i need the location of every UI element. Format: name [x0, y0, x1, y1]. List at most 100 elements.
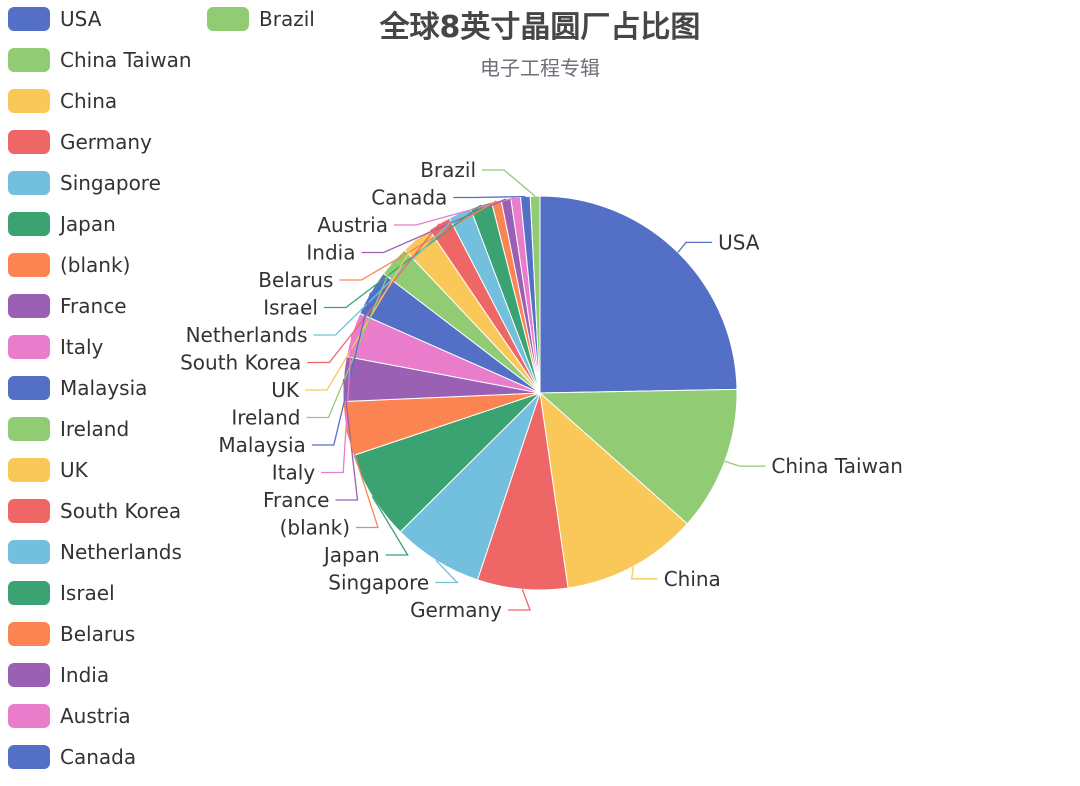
- legend-label: Belarus: [60, 622, 136, 646]
- legend-swatch: [8, 581, 50, 605]
- legend-label: Austria: [60, 704, 131, 728]
- legend-item-south-korea[interactable]: South Korea: [8, 498, 181, 524]
- leader-line-israel: [323, 204, 482, 309]
- legend-label: USA: [60, 7, 102, 31]
- leader-line-china: [630, 566, 658, 580]
- slice-label-italy: Italy: [272, 461, 316, 485]
- slice-label-china: China: [664, 567, 721, 591]
- legend-item-germany[interactable]: Germany: [8, 129, 152, 155]
- legend-item-usa[interactable]: USA: [8, 6, 101, 32]
- legend-item-uk[interactable]: UK: [8, 457, 88, 483]
- leader-line-japan: [371, 496, 409, 556]
- legend-label: Singapore: [60, 171, 161, 195]
- legend-label: Ireland: [60, 417, 130, 441]
- slice-label-canada: Canada: [371, 186, 447, 210]
- legend-label: France: [60, 294, 127, 318]
- slice-label-japan: Japan: [322, 543, 380, 567]
- leader-line-italy: [321, 334, 353, 474]
- leader-line-singapore: [435, 559, 459, 584]
- legend-label: China: [60, 89, 118, 113]
- legend-label: Japan: [60, 212, 116, 236]
- slice-label-france: France: [263, 488, 330, 512]
- slice-label-malaysia: Malaysia: [218, 433, 305, 457]
- slice-label-blank: (blank): [280, 516, 350, 540]
- legend-item-malaysia[interactable]: Malaysia: [8, 375, 147, 401]
- legend-swatch: [8, 171, 50, 195]
- slice-label-uk: UK: [271, 378, 300, 402]
- leader-line-netherlands: [313, 212, 461, 336]
- legend-item-italy[interactable]: Italy: [8, 334, 103, 360]
- leader-line-canada: [453, 195, 526, 199]
- legend-swatch: [8, 212, 50, 236]
- leader-line-austria: [394, 196, 516, 226]
- slice-label-israel: Israel: [263, 296, 318, 320]
- legend: USA China Taiwan China Germany Singapore Japa…: [0, 0, 330, 786]
- legend-swatch: [207, 7, 249, 31]
- legend-label: China Taiwan: [60, 48, 192, 72]
- legend-swatch: [8, 458, 50, 482]
- legend-swatch: [8, 417, 50, 441]
- slice-label-germany: Germany: [410, 598, 502, 622]
- legend-label: Germany: [60, 130, 152, 154]
- legend-swatch: [8, 376, 50, 400]
- legend-label: Netherlands: [60, 540, 182, 564]
- legend-item-brazil[interactable]: Brazil: [207, 6, 315, 32]
- legend-label: UK: [60, 458, 88, 482]
- slice-label-india: India: [306, 241, 355, 265]
- legend-label: South Korea: [60, 499, 182, 523]
- legend-item-singapore[interactable]: Singapore: [8, 170, 161, 196]
- legend-label: (blank): [60, 253, 131, 277]
- leader-line-brazil: [482, 169, 536, 197]
- legend-swatch: [8, 7, 50, 31]
- legend-swatch: [8, 540, 50, 564]
- slice-label-singapore: Singapore: [328, 571, 429, 595]
- legend-item-israel[interactable]: Israel: [8, 580, 115, 606]
- slice-label-austria: Austria: [317, 213, 388, 237]
- legend-swatch: [8, 335, 50, 359]
- legend-swatch: [8, 663, 50, 687]
- legend-item-china[interactable]: China: [8, 88, 117, 114]
- legend-swatch: [8, 622, 50, 646]
- legend-item-france[interactable]: France: [8, 293, 127, 319]
- slice-label-south-korea: South Korea: [180, 351, 301, 375]
- legend-swatch: [8, 745, 50, 769]
- leader-line-blank: [345, 428, 379, 529]
- slice-label-usa: USA: [718, 230, 760, 254]
- legend-item-china-taiwan[interactable]: China Taiwan: [8, 47, 192, 73]
- legend-label: India: [60, 663, 110, 687]
- legend-label: Canada: [60, 745, 137, 769]
- legend-label: Israel: [60, 581, 115, 605]
- legend-item-canada[interactable]: Canada: [8, 744, 136, 770]
- leader-line-ireland: [306, 260, 395, 419]
- leader-line-china-taiwan: [724, 460, 766, 467]
- legend-item-japan[interactable]: Japan: [8, 211, 116, 237]
- leader-line-south-korea: [307, 223, 440, 364]
- legend-swatch: [8, 130, 50, 154]
- legend-label: Italy: [60, 335, 104, 359]
- leader-line-usa: [677, 241, 713, 253]
- slice-label-brazil: Brazil: [420, 158, 476, 182]
- slice-label-belarus: Belarus: [258, 268, 333, 292]
- legend-item-blank[interactable]: (blank): [8, 252, 130, 278]
- pie-slice-china-taiwan[interactable]: [538, 388, 738, 525]
- legend-item-india[interactable]: India: [8, 662, 109, 688]
- pie-slice-usa[interactable]: [539, 195, 738, 394]
- leader-line-france: [335, 378, 359, 501]
- legend-label: Malaysia: [60, 376, 148, 400]
- chart-subtitle: 电子工程专辑: [480, 56, 600, 80]
- legend-item-ireland[interactable]: Ireland: [8, 416, 129, 442]
- leader-line-germany: [508, 588, 531, 611]
- legend-item-austria[interactable]: Austria: [8, 703, 131, 729]
- slice-label-netherlands: Netherlands: [186, 323, 308, 347]
- legend-item-netherlands[interactable]: Netherlands: [8, 539, 182, 565]
- legend-swatch: [8, 294, 50, 318]
- pie-slice-china[interactable]: [539, 391, 688, 589]
- legend-swatch: [8, 48, 50, 72]
- slice-label-china-taiwan: China Taiwan: [771, 454, 903, 478]
- legend-item-belarus[interactable]: Belarus: [8, 621, 135, 647]
- legend-swatch: [8, 253, 50, 277]
- leader-line-uk: [305, 239, 418, 391]
- legend-swatch: [8, 499, 50, 523]
- chart-title: 全球8英寸晶圆厂占比图: [379, 10, 701, 45]
